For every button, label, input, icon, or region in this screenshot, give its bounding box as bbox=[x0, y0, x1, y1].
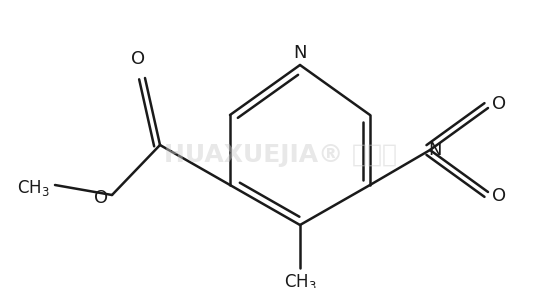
Text: O: O bbox=[94, 189, 108, 207]
Text: CH$_3$: CH$_3$ bbox=[283, 272, 316, 288]
Text: O: O bbox=[131, 50, 145, 68]
Text: N: N bbox=[293, 44, 307, 62]
Text: N: N bbox=[428, 141, 442, 159]
Text: O: O bbox=[492, 95, 506, 113]
Text: CH$_3$: CH$_3$ bbox=[17, 178, 50, 198]
Text: O: O bbox=[492, 187, 506, 205]
Text: HUAXUEJIA® 化学加: HUAXUEJIA® 化学加 bbox=[164, 143, 396, 167]
